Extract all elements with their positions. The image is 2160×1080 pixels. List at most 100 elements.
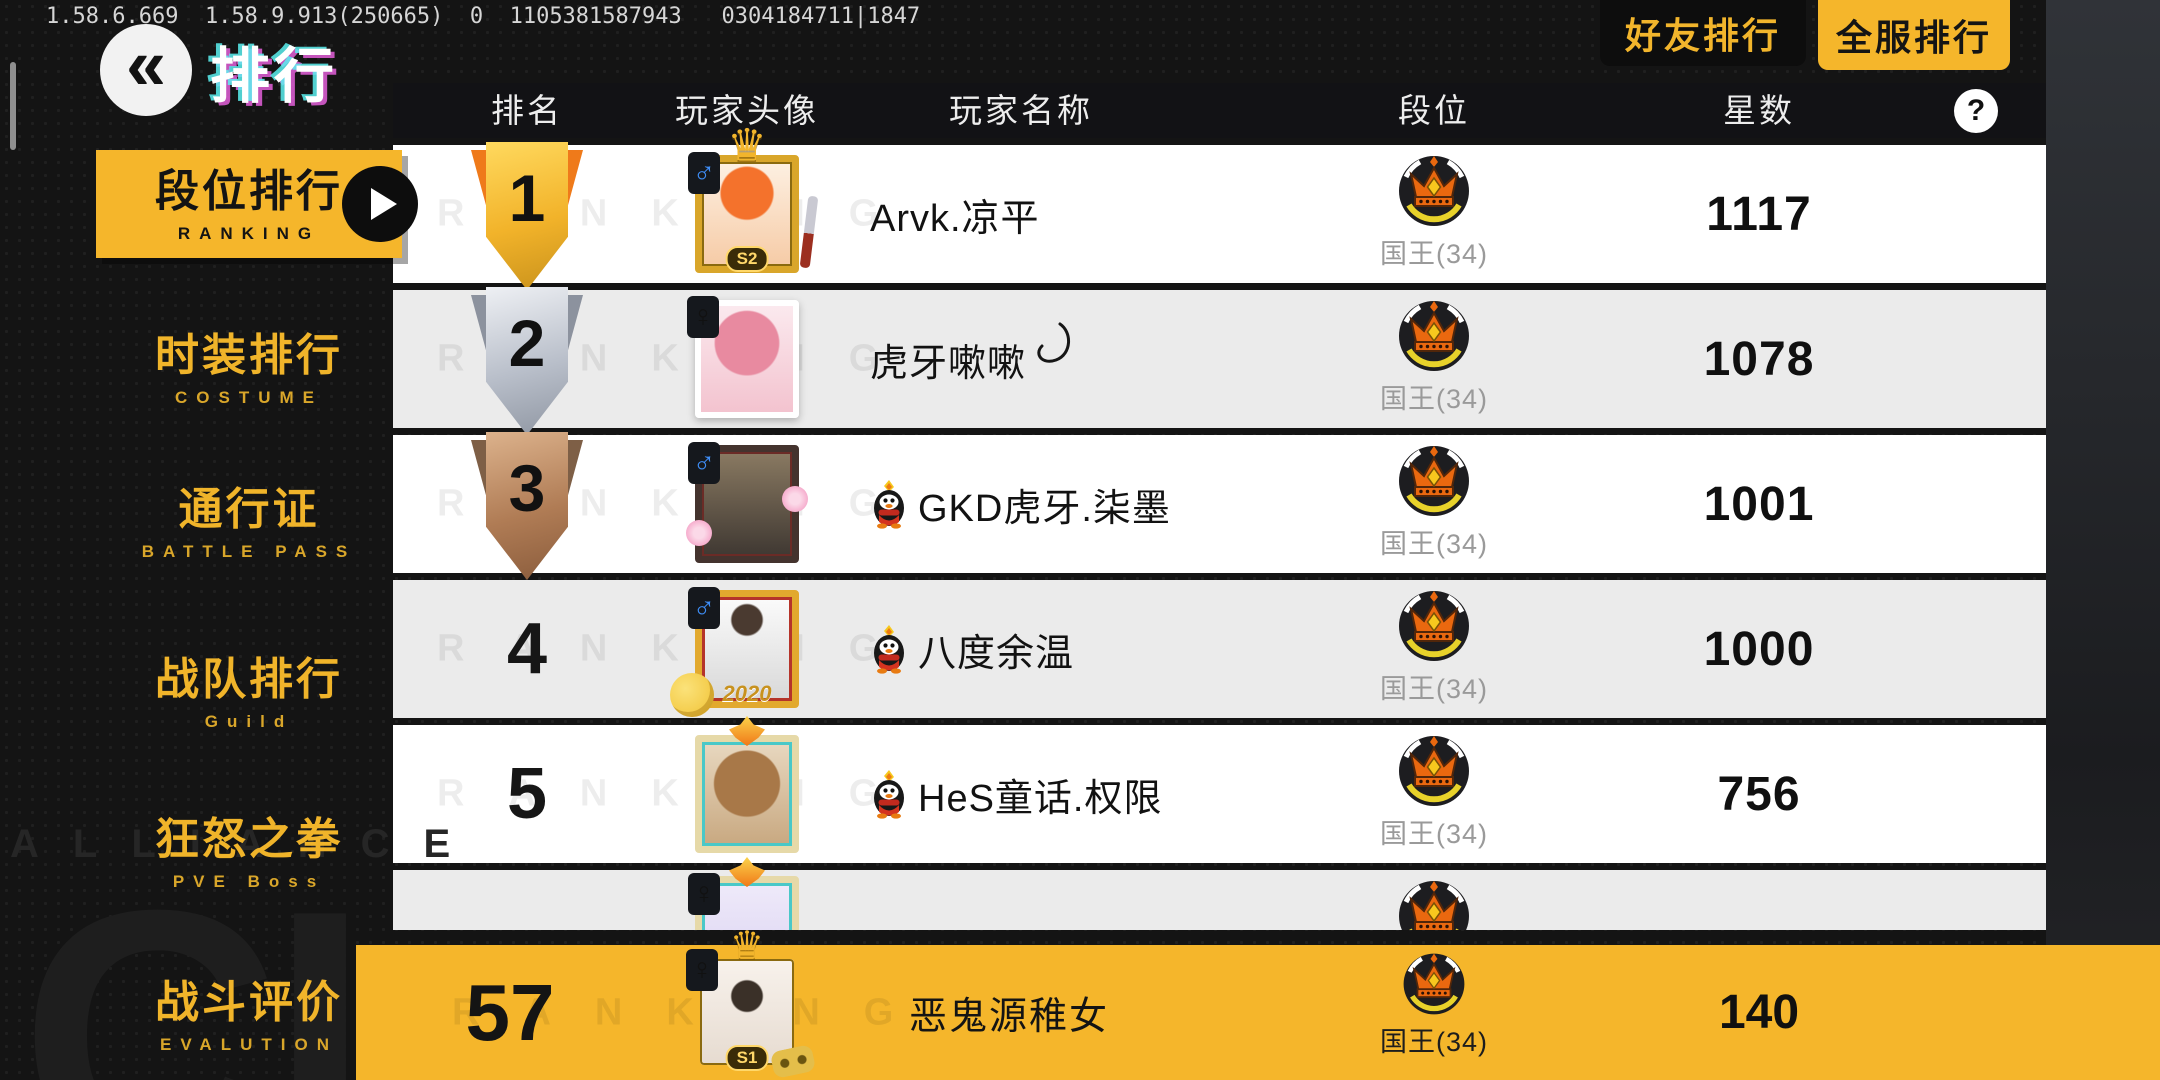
rank-badge-bronze: 3 bbox=[471, 432, 583, 582]
avatar: ♛ S1 ♀ bbox=[686, 927, 817, 1080]
name-flourish-decoration bbox=[1037, 322, 1071, 363]
friend-ranking-button[interactable]: 好友排行 bbox=[1600, 0, 1806, 66]
avatar-cell: ♛ S2 ♂ bbox=[688, 124, 819, 273]
sidebar-item-sublabel: EVALUTION bbox=[160, 1035, 338, 1055]
sidebar-item-costume-ranking[interactable]: 时装排行 COSTUME bbox=[96, 318, 402, 422]
help-icon[interactable]: ? bbox=[1954, 89, 1998, 133]
sidebar-item-label: 段位排行 bbox=[155, 167, 343, 216]
rank-cell: 6 bbox=[507, 870, 547, 930]
rank-number: 57 bbox=[465, 967, 555, 1057]
male-icon: ♂ bbox=[688, 152, 720, 194]
avatar-crown-icon: ♛ bbox=[727, 121, 767, 170]
column-header-avatar: 玩家头像 bbox=[675, 92, 819, 129]
avatar: ♛ S2 ♂ bbox=[688, 124, 819, 273]
sidebar-item-sublabel: PVE Boss bbox=[172, 872, 326, 892]
table-row[interactable]: RANKING 5 HeS童话.权限 国王(34) 756 bbox=[393, 716, 2046, 863]
sidebar-item-sublabel: BATTLE PASS bbox=[141, 542, 357, 562]
back-button[interactable]: « bbox=[100, 24, 192, 116]
star-count: 1000 bbox=[1703, 622, 1815, 676]
player-name: HeS童话.权限 bbox=[918, 777, 1163, 820]
row-watermark-text: RANKING bbox=[437, 772, 923, 815]
female-icon: ♀ bbox=[687, 296, 719, 338]
tier-cell: 国王(34) bbox=[1380, 443, 1488, 561]
star-count: 756 bbox=[1717, 767, 1801, 821]
name-cell: HeS童话.权限 bbox=[870, 725, 1162, 863]
avatar: ♀ bbox=[688, 857, 799, 930]
gamepad-icon bbox=[769, 1043, 817, 1080]
background-scene-strip bbox=[2046, 0, 2160, 1080]
table-row[interactable]: RANKING 3 ♂ GKD虎牙.柒墨 bbox=[393, 432, 2046, 580]
name-cell: 八度余温 bbox=[870, 580, 1074, 718]
rank-cell: 3 bbox=[471, 432, 583, 580]
player-name: 八度余温 bbox=[918, 632, 1075, 675]
avatar-cell: ♀ bbox=[687, 296, 799, 418]
row-watermark-text: RANKING bbox=[437, 627, 923, 670]
star-count: 1117 bbox=[1706, 187, 1812, 241]
qq-penguin-icon bbox=[874, 770, 904, 819]
rank-number: 1 bbox=[508, 161, 546, 235]
player-name: Arvk.凉平 bbox=[870, 197, 1040, 240]
tier-cell: 国王(34) bbox=[1380, 588, 1488, 706]
qq-penguin-icon bbox=[874, 480, 904, 529]
rank-cell: 2 bbox=[471, 287, 583, 435]
tier-label: 国王(34) bbox=[1379, 529, 1489, 559]
rank-cell: 4 bbox=[507, 580, 547, 718]
rank-number: 2 bbox=[508, 306, 546, 380]
male-icon: ♂ bbox=[688, 587, 720, 629]
scroll-indicator[interactable] bbox=[10, 62, 16, 150]
tier-cell: 国王(34) bbox=[1380, 153, 1488, 271]
sidebar-watermark-text: ALLIANCE bbox=[10, 822, 485, 866]
rank-cell: 5 bbox=[507, 725, 547, 863]
sidebar-item-label: 通行证 bbox=[178, 485, 320, 534]
tier-crown-icon bbox=[1396, 878, 1472, 930]
female-icon: ♀ bbox=[686, 949, 718, 991]
sidebar-item-guild-ranking[interactable]: 战队排行 Guild bbox=[96, 642, 402, 746]
tier-label: 国王(34) bbox=[1379, 674, 1489, 704]
column-header-stars: 星数 bbox=[1723, 92, 1795, 129]
sidebar-item-battle-pass[interactable]: 通行证 BATTLE PASS bbox=[96, 472, 402, 576]
rank-cell: 1 bbox=[471, 142, 583, 290]
tier-cell bbox=[1396, 878, 1472, 930]
back-icon: « bbox=[125, 25, 167, 105]
tier-crown-icon bbox=[1396, 733, 1472, 809]
server-ranking-button[interactable]: 全服排行 bbox=[1818, 0, 2010, 70]
table-body: RANKING 1 ♛ S2 ♂ bbox=[393, 124, 2046, 930]
avatar: ♀ bbox=[687, 296, 799, 418]
column-header-tier: 段位 bbox=[1398, 92, 1470, 129]
qq-penguin-icon bbox=[874, 625, 904, 674]
avatar bbox=[695, 716, 799, 853]
table-row[interactable]: 6 ♀ bbox=[393, 857, 2046, 930]
male-icon: ♂ bbox=[688, 442, 720, 484]
rank-number: 4 bbox=[506, 609, 548, 689]
tier-label: 国王(34) bbox=[1379, 384, 1489, 414]
sidebar-item-rank-ranking[interactable]: 段位排行 RANKING bbox=[96, 150, 418, 258]
avatar-frame-label: 2020 bbox=[722, 681, 772, 706]
rank-badge-gold: 1 bbox=[471, 142, 583, 292]
sidebar-item-battle-evaluation[interactable]: 战斗评价 EVALUTION bbox=[96, 965, 402, 1069]
avatar-frame-label: S1 bbox=[725, 1045, 769, 1071]
tier-crown-icon bbox=[1396, 153, 1472, 229]
tier-crown-icon bbox=[1401, 951, 1467, 1017]
table-row[interactable]: RANKING 1 ♛ S2 ♂ bbox=[393, 124, 2046, 290]
column-header-name: 玩家名称 bbox=[949, 92, 1093, 129]
column-header-rank: 排名 bbox=[491, 92, 563, 129]
player-name: 恶鬼源稚女 bbox=[909, 996, 1110, 1038]
avatar-cell: 2020 ♂ bbox=[670, 587, 799, 717]
sidebar-item-sublabel: Guild bbox=[204, 712, 294, 732]
avatar: ♂ bbox=[686, 442, 808, 563]
table-row[interactable]: RANKING 2 ♀ 虎牙嗽嗽 bbox=[393, 287, 2046, 435]
name-cell: Arvk.凉平 bbox=[870, 145, 1040, 283]
sidebar-item-sublabel: RANKING bbox=[177, 224, 321, 244]
sidebar-item-label: 狂怒之拳 bbox=[155, 815, 343, 864]
tier-label: 国王(34) bbox=[1379, 239, 1489, 269]
star-count: 1078 bbox=[1703, 332, 1815, 386]
current-player-row[interactable]: RANKING 57 ♛ S1 ♀ 恶鬼源稚女 国王(34) 140 bbox=[356, 927, 2160, 1080]
sidebar-item-label: 战队排行 bbox=[155, 655, 343, 704]
tier-crown-icon bbox=[1396, 443, 1472, 519]
sidebar-item-pve-boss[interactable]: 狂怒之拳 PVE Boss bbox=[96, 802, 402, 906]
rank-number: 5 bbox=[506, 754, 548, 834]
avatar-cell bbox=[695, 716, 799, 853]
debug-version-text: 1.58.6.669 1.58.9.913(250665) 0 11053815… bbox=[46, 4, 921, 29]
table-row[interactable]: RANKING 4 2020 ♂ 八度余温 国王(3 bbox=[393, 580, 2046, 718]
